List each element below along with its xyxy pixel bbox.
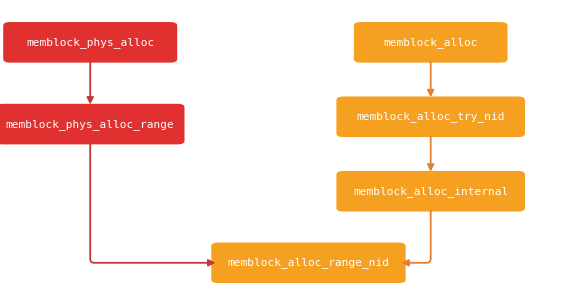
FancyBboxPatch shape xyxy=(336,171,525,212)
FancyBboxPatch shape xyxy=(354,22,508,63)
FancyBboxPatch shape xyxy=(336,96,525,137)
Text: memblock_phys_alloc: memblock_phys_alloc xyxy=(26,37,154,48)
Text: memblock_alloc_internal: memblock_alloc_internal xyxy=(353,186,508,197)
Text: memblock_phys_alloc_range: memblock_phys_alloc_range xyxy=(6,119,175,130)
FancyBboxPatch shape xyxy=(3,22,178,63)
Text: memblock_alloc_try_nid: memblock_alloc_try_nid xyxy=(356,111,505,122)
FancyBboxPatch shape xyxy=(0,104,184,145)
Text: memblock_alloc: memblock_alloc xyxy=(384,37,478,48)
FancyBboxPatch shape xyxy=(211,242,406,283)
Text: memblock_alloc_range_nid: memblock_alloc_range_nid xyxy=(228,257,389,268)
